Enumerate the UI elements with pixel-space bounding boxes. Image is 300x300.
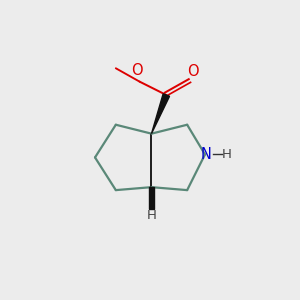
Text: H: H (146, 209, 156, 222)
Text: N: N (201, 147, 212, 162)
Polygon shape (152, 94, 169, 134)
Text: H: H (221, 148, 231, 161)
Text: O: O (187, 64, 199, 79)
Text: O: O (131, 63, 143, 78)
Polygon shape (149, 187, 154, 209)
